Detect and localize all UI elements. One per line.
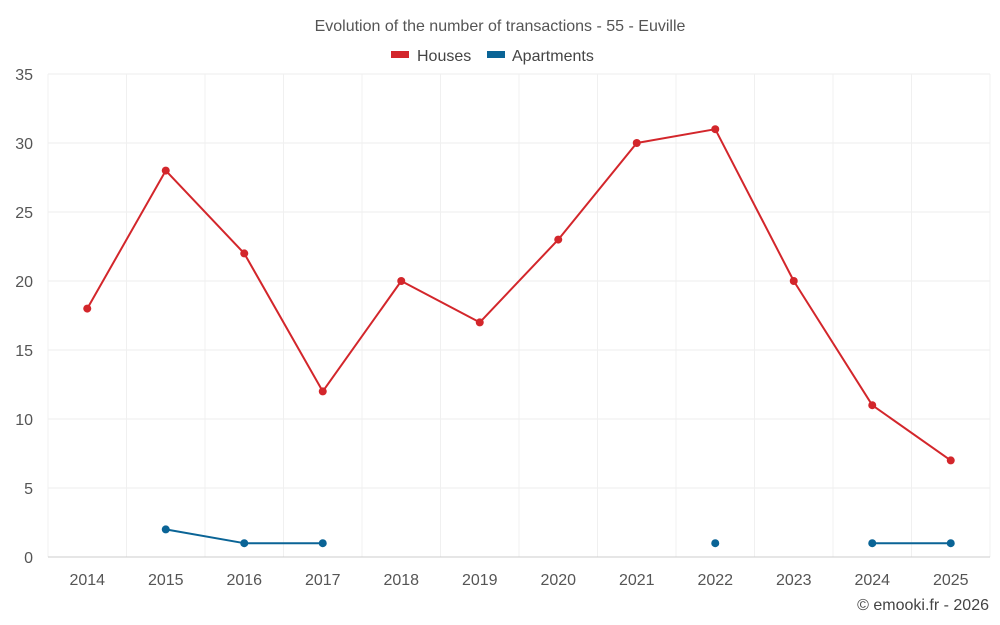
line-houses [86,128,952,462]
point-houses-2018[interactable] [397,277,406,285]
y-tick-label: 10 [15,412,33,429]
y-tick-label: 0 [24,550,33,567]
point-apartments-2022[interactable] [711,539,720,548]
x-tick-label: 2022 [697,572,733,589]
point-apartments-2015[interactable] [161,525,170,534]
x-tick-label: 2020 [540,572,576,589]
legend-swatch-houses [391,51,409,58]
grid [47,73,991,557]
point-houses-2020[interactable] [554,235,563,244]
y-tick-label: 30 [15,136,33,153]
credit-text: © emooki.fr - 2026 [857,597,989,614]
y-tick-label: 5 [24,481,33,498]
legend-label-apartments[interactable]: Apartments [512,48,594,65]
point-houses-2014[interactable] [83,304,92,313]
legend-swatch-apartments [487,51,505,58]
legend-label-houses[interactable]: Houses [417,48,471,65]
y-tick-label: 25 [15,205,33,222]
y-tick-label: 15 [15,343,33,360]
point-houses-2025[interactable] [946,456,955,465]
point-houses-2024[interactable] [868,401,877,410]
x-tick-label: 2021 [619,572,655,589]
x-tick-label: 2019 [462,572,498,589]
point-houses-2016[interactable] [240,249,249,258]
x-tick-label: 2017 [305,572,341,589]
point-houses-2015[interactable] [161,166,170,175]
point-apartments-2025[interactable] [946,539,955,548]
point-apartments-2024[interactable] [868,539,877,548]
x-tick-label: 2016 [226,572,262,589]
point-apartments-2017[interactable] [318,539,327,548]
x-tick-label: 2015 [148,572,184,589]
x-tick-label: 2018 [383,572,419,589]
point-houses-2023[interactable] [789,277,798,285]
chart-title: Evolution of the number of transactions … [315,18,686,35]
y-tick-label: 35 [15,67,33,84]
legend[interactable]: Houses Apartments [391,48,594,65]
point-houses-2021[interactable] [632,139,641,147]
y-tick-label: 20 [15,274,33,291]
point-apartments-2016[interactable] [240,539,249,548]
x-tick-label: 2024 [854,572,890,589]
x-tick-label: 2025 [933,572,969,589]
x-tick-label: 2014 [69,572,105,589]
series [83,125,955,548]
point-houses-2019[interactable] [475,318,484,327]
point-houses-2017[interactable] [318,387,327,396]
point-houses-2022[interactable] [711,125,720,134]
x-tick-label: 2023 [776,572,812,589]
